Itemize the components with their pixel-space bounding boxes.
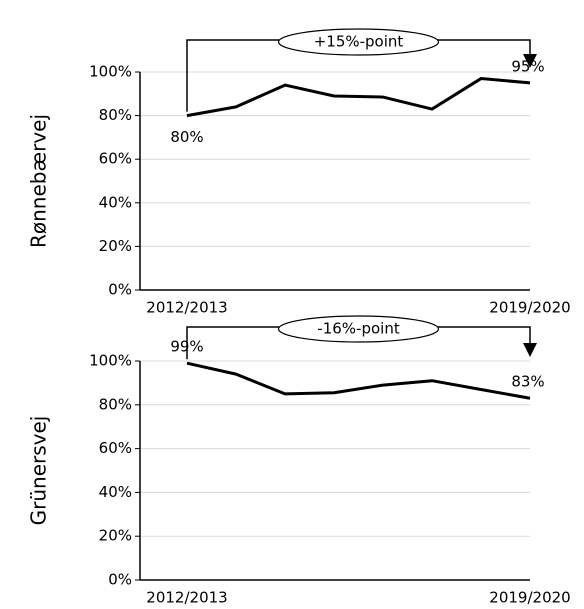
annotation-oval [277, 315, 440, 343]
y-tick-label: 60% [99, 150, 132, 168]
y-tick-label: 20% [99, 527, 132, 545]
y-tick-label: 100% [89, 63, 132, 81]
value-label: 95% [511, 57, 544, 75]
data-line [186, 77, 531, 118]
bracket-arrow [523, 343, 537, 357]
bracket-arrow [523, 54, 537, 68]
y-tick-label: 0% [108, 571, 132, 589]
x-tick-label: 2019/2020 [489, 589, 570, 607]
y-tick-label: 100% [89, 352, 132, 370]
data-line [186, 361, 531, 400]
annotation: -16%-point [317, 320, 400, 338]
y-tick-label: 80% [99, 395, 132, 413]
value-label: 83% [511, 373, 544, 391]
x-tick-label: 2019/2020 [489, 299, 570, 317]
y-axis-title: Grünersvej [27, 416, 51, 526]
y-tick-label: 40% [99, 483, 132, 501]
y-tick-label: 80% [99, 106, 132, 124]
y-tick-label: 60% [99, 439, 132, 457]
x-tick-label: 2012/2013 [146, 589, 227, 607]
y-tick-label: 0% [108, 281, 132, 299]
value-label: 80% [170, 128, 203, 146]
annotation-oval [277, 28, 440, 56]
y-axis-title: Rønnebærvej [27, 114, 51, 248]
y-tick-label: 40% [99, 193, 132, 211]
annotation: +15%-point [314, 33, 404, 51]
y-tick-label: 20% [99, 237, 132, 255]
x-tick-label: 2012/2013 [146, 299, 227, 317]
